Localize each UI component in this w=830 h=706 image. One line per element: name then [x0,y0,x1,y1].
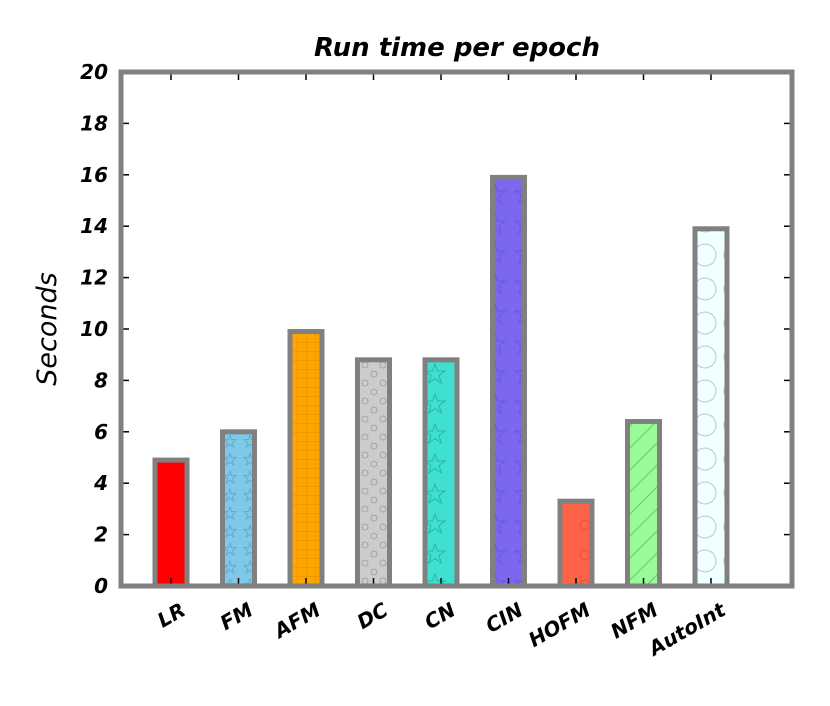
bar-dc [355,357,392,589]
y-tick-label: 4 [93,471,108,495]
y-tick-label: 6 [94,420,108,444]
bar-hofm [557,498,595,589]
x-tick-label-cin: CIN [481,597,527,637]
y-tick-label: 10 [80,317,108,341]
x-tick-label-hofm: HOFM [524,598,594,652]
bar-autoint [692,226,730,589]
chart-title: Run time per epoch [314,33,600,63]
x-tick-label-dc: DC [353,597,392,634]
y-tick-labels-group: 0 2 4 6 8 10 12 14 16 18 20 [80,60,108,598]
bar-nfm [625,419,662,589]
y-tick-label: 18 [80,111,108,135]
y-tick-label: 0 [94,574,108,598]
x-tick-label-afm: AFM [268,597,324,643]
y-tick-label: 20 [80,60,108,84]
y-tick-label: 14 [80,214,108,238]
bar-fm [220,429,257,589]
bar-cin [490,174,527,589]
y-tick-label: 2 [94,523,108,547]
y-tick-label: 12 [80,266,108,290]
x-tick-label-autoint: AutoInt [643,597,731,662]
x-tick-label-lr: LR [153,598,189,633]
bar-cn [422,357,460,589]
bar-afm [287,329,325,589]
y-axis-label: Seconds [32,272,63,385]
y-tick-label: 16 [80,163,108,187]
x-tick-label-cn: CN [420,597,459,634]
bars-group [152,174,730,589]
x-tick-label-fm: FM [216,598,257,636]
plot-frame [118,69,795,589]
bar-lr [152,457,190,589]
y-tick-label: 8 [94,368,108,392]
